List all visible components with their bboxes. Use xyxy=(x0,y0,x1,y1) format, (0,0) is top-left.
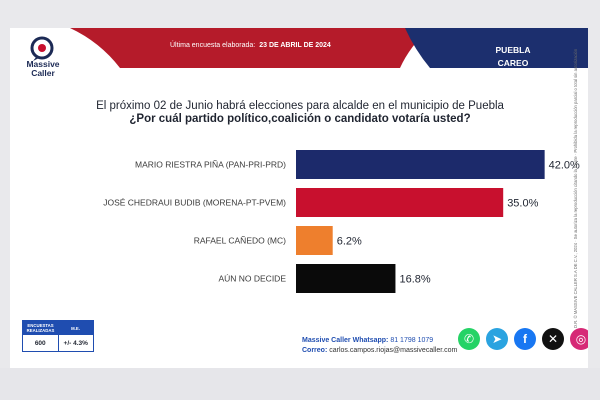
value-label: 42.0% xyxy=(549,160,580,172)
header-shapes xyxy=(70,28,588,68)
question-intro: El próximo 02 de Junio habrá elecciones … xyxy=(96,100,504,112)
brand-name: Massive Caller xyxy=(18,60,68,78)
instagram-icon[interactable]: ◎ xyxy=(570,328,588,350)
category-label: AÚN NO DECIDE xyxy=(218,274,286,284)
bar xyxy=(296,226,333,255)
email-address[interactable]: carlos.campos.riojas@massivecaller.com xyxy=(329,347,458,354)
facebook-icon[interactable]: f xyxy=(514,328,536,350)
value-label: 6.2% xyxy=(337,236,362,248)
region-subtitle: CAREO xyxy=(497,58,529,68)
whatsapp-number: 81 1798 1079 xyxy=(390,337,434,344)
region-name: PUEBLA xyxy=(495,45,531,55)
value-label: 16.8% xyxy=(399,274,430,286)
legal-text: D.R. © MASSIVE CALLER S.A DE C.V., 2024 … xyxy=(573,48,578,328)
contact-info: Massive Caller Whatsapp: 81 1798 1079 Co… xyxy=(302,336,457,356)
whatsapp-label: Massive Caller Whatsapp: xyxy=(302,337,389,344)
stats-values: 600 +/- 4.3% xyxy=(23,335,93,351)
legal-note: D.R. © MASSIVE CALLER S.A DE C.V., 2024 … xyxy=(563,49,578,338)
brand-line-2: Caller xyxy=(31,68,55,78)
brand-logo: Massive Caller xyxy=(18,36,68,82)
whatsapp-icon[interactable]: ✆ xyxy=(458,328,480,350)
brand-mark-icon xyxy=(30,36,54,61)
survey-stats-box: ENCUESTAS REALIZADAS M.E. 600 +/- 4.3% xyxy=(22,320,94,352)
value-label: 35.0% xyxy=(507,198,538,210)
telegram-icon[interactable]: ➤ xyxy=(486,328,508,350)
bottom-band xyxy=(0,368,600,400)
survey-question: El próximo 02 de Junio habrá elecciones … xyxy=(40,100,560,125)
contact-email: Correo: carlos.campos.riojas@massivecall… xyxy=(302,346,457,356)
bar xyxy=(296,150,545,179)
social-icons: ✆ ➤ f ✕ ◎ xyxy=(458,328,588,350)
bar-group: RAFAEL CAÑEDO (MC) 6.2% xyxy=(194,226,362,255)
survey-date-label: Última encuesta elaborada: xyxy=(170,42,256,49)
bar-group: AÚN NO DECIDE 16.8% xyxy=(218,264,431,293)
infographic-card: Massive Caller Última encuesta elaborada… xyxy=(10,28,588,368)
survey-date-value: 23 DE ABRIL DE 2024 xyxy=(259,42,331,49)
stats-margin-value: +/- 4.3% xyxy=(57,335,94,351)
bar-group: MARIO RIESTRA PIÑA (PAN-PRI-PRD) 42.0% xyxy=(135,150,580,179)
bar-group: JOSÉ CHEDRAUI BUDIB (MORENA-PT-PVEM) 35.0… xyxy=(103,188,539,217)
survey-date-line: Última encuesta elaborada: 23 DE ABRIL DE… xyxy=(170,42,410,49)
stats-header-surveys: ENCUESTAS REALIZADAS xyxy=(26,323,55,333)
x-icon[interactable]: ✕ xyxy=(542,328,564,350)
brand-line-1: Massive xyxy=(26,59,60,69)
email-label: Correo: xyxy=(302,347,328,354)
stats-header: ENCUESTAS REALIZADAS M.E. xyxy=(23,321,93,335)
vote-intention-chart: MARIO RIESTRA PIÑA (PAN-PRI-PRD) 42.0% JOS… xyxy=(103,150,580,293)
stats-header-margin: M.E. xyxy=(71,325,80,331)
region-tag: PUEBLA CAREO xyxy=(478,44,548,70)
bar xyxy=(296,264,396,293)
bar xyxy=(296,188,504,217)
question-main: ¿Por cuál partido político,coalición o c… xyxy=(129,113,471,125)
header-band xyxy=(10,28,588,68)
category-label: RAFAEL CAÑEDO (MC) xyxy=(194,236,286,246)
contact-whatsapp: Massive Caller Whatsapp: 81 1798 1079 xyxy=(302,336,457,346)
category-label: MARIO RIESTRA PIÑA (PAN-PRI-PRD) xyxy=(135,160,286,170)
category-label: JOSÉ CHEDRAUI BUDIB (MORENA-PT-PVEM) xyxy=(103,198,286,208)
stats-surveys-value: 600 xyxy=(34,339,46,347)
